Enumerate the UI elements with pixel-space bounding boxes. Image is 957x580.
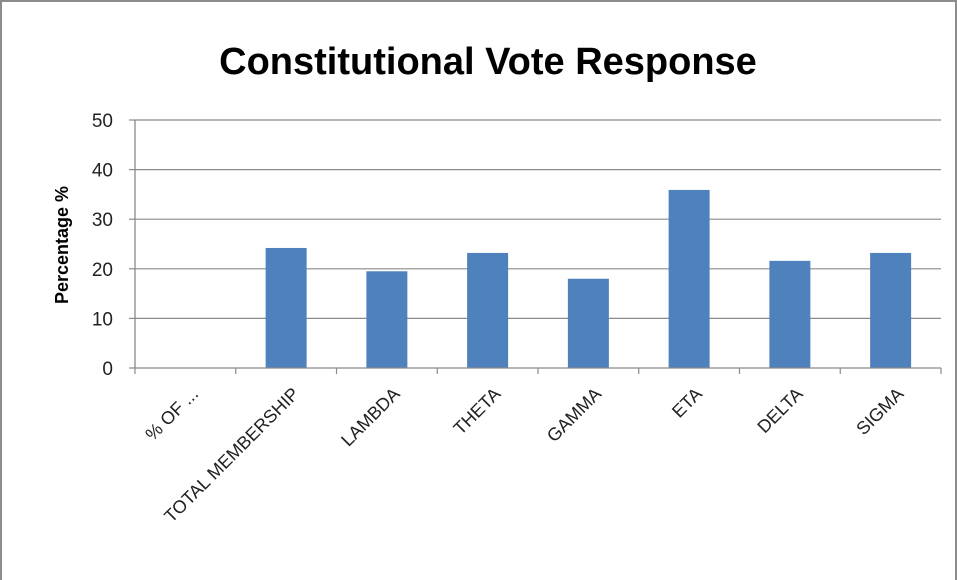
bar xyxy=(668,189,710,368)
chart-title: Constitutional Vote Response xyxy=(219,41,757,83)
y-tick-label: 10 xyxy=(92,309,113,330)
bar xyxy=(265,247,307,368)
y-tick-label: 50 xyxy=(92,111,113,132)
bars xyxy=(265,189,912,368)
bar xyxy=(769,260,811,368)
axes xyxy=(129,119,942,374)
x-tick-label: THETA xyxy=(450,384,505,439)
x-tick-label: % OF ... xyxy=(141,384,202,445)
y-tick-labels: 0 10 20 30 40 50 xyxy=(92,111,113,380)
x-tick-label: GAMMA xyxy=(543,384,605,446)
bar xyxy=(467,252,509,368)
y-tick-label: 20 xyxy=(92,260,113,281)
y-tick-label: 40 xyxy=(92,161,113,182)
bar xyxy=(870,252,912,368)
y-tick-label: 30 xyxy=(92,210,113,231)
y-axis-label: Percentage % xyxy=(52,186,72,304)
bar xyxy=(567,278,609,368)
x-tick-label: SIGMA xyxy=(852,384,907,439)
x-tick-label: LAMBDA xyxy=(337,384,403,450)
x-tick-label: ETA xyxy=(668,384,706,422)
x-tick-labels: % OF ...TOTAL MEMBERSHIP LAMBDA THETA GAMMA… xyxy=(141,384,907,527)
bar xyxy=(366,271,408,368)
x-tick-label: DELTA xyxy=(753,384,806,437)
y-tick-label: 0 xyxy=(102,359,113,380)
gridlines xyxy=(135,119,941,319)
